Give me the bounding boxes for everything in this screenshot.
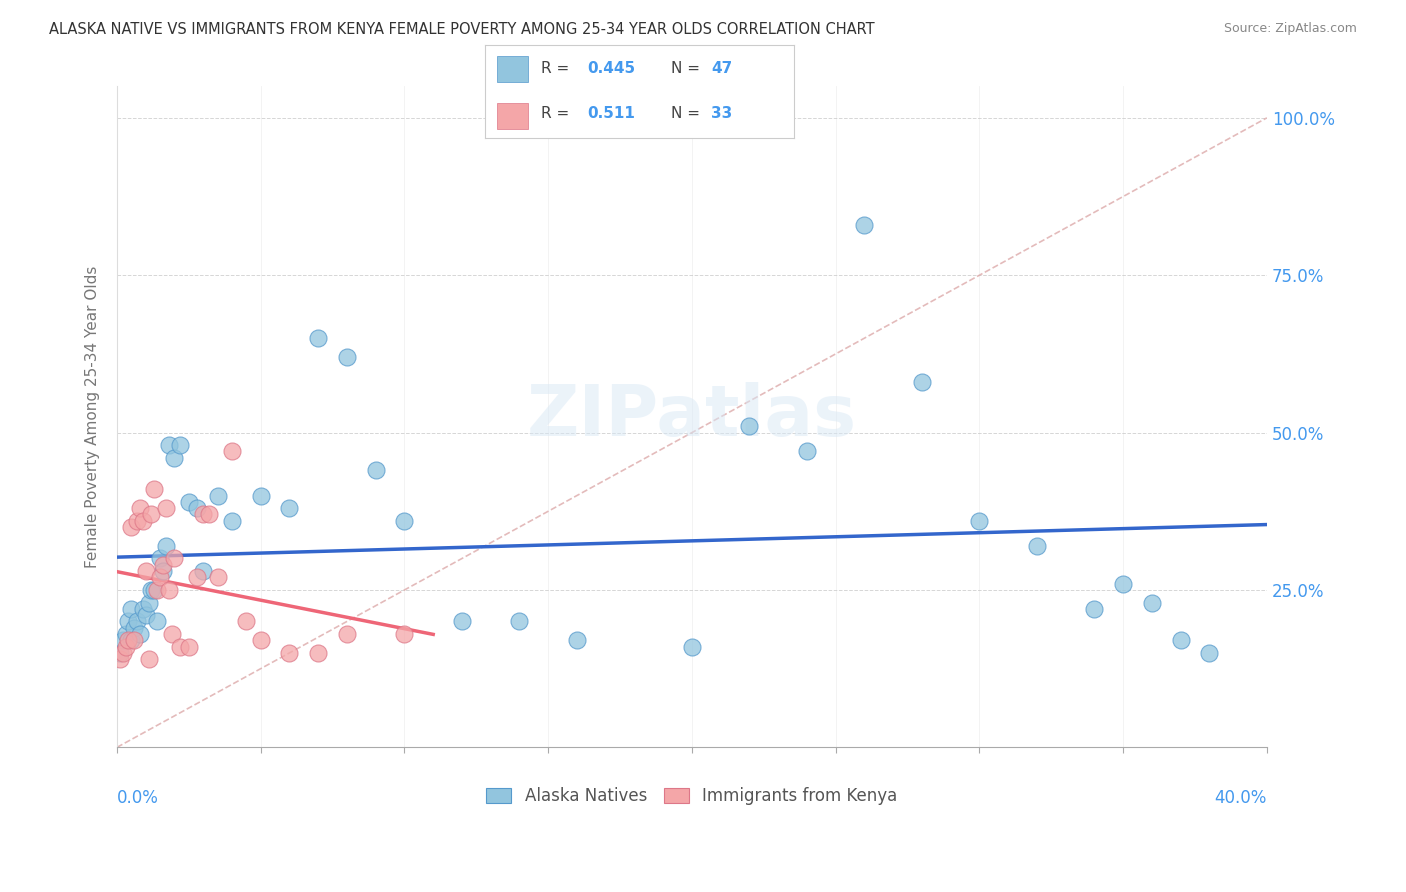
Point [163, 450, 186, 465]
Point [138, 652, 160, 666]
Point [108, 652, 131, 666]
Text: ALASKA NATIVE VS IMMIGRANTS FROM KENYA FEMALE POVERTY AMONG 25-34 YEAR OLDS CORR: ALASKA NATIVE VS IMMIGRANTS FROM KENYA F… [49, 22, 875, 37]
Point [114, 627, 136, 641]
Point [169, 438, 191, 452]
Point [157, 582, 180, 597]
Point [508, 615, 530, 629]
Point [152, 564, 174, 578]
Point [149, 551, 172, 566]
Text: N =: N = [671, 106, 704, 121]
Y-axis label: Female Poverty Among 25-34 Year Olds: Female Poverty Among 25-34 Year Olds [86, 266, 100, 568]
Point [146, 582, 169, 597]
Point [141, 508, 163, 522]
Point [193, 564, 215, 578]
Point [157, 438, 180, 452]
Point [198, 508, 221, 522]
Point [122, 633, 145, 648]
Point [132, 514, 155, 528]
Point [108, 646, 131, 660]
Point [138, 596, 160, 610]
Point [143, 482, 166, 496]
Point [122, 621, 145, 635]
Point [152, 558, 174, 572]
Text: R =: R = [541, 106, 579, 121]
Text: 40.0%: 40.0% [1215, 789, 1267, 807]
Bar [498, 103, 529, 129]
Point [336, 350, 359, 364]
Point [681, 640, 703, 654]
Point [127, 514, 149, 528]
Point [127, 615, 149, 629]
Point [120, 633, 142, 648]
Point [1112, 576, 1135, 591]
Point [221, 514, 243, 528]
Point [207, 570, 229, 584]
Point [135, 564, 157, 578]
Legend: Alaska Natives, Immigrants from Kenya: Alaska Natives, Immigrants from Kenya [479, 780, 904, 812]
Text: 47: 47 [711, 62, 733, 77]
Point [853, 218, 876, 232]
Point [143, 582, 166, 597]
Text: R =: R = [541, 62, 574, 77]
Point [149, 570, 172, 584]
Bar [498, 56, 529, 82]
Point [1140, 596, 1163, 610]
Point [117, 633, 139, 648]
Text: 0.445: 0.445 [588, 62, 636, 77]
Point [186, 501, 208, 516]
Point [738, 419, 761, 434]
Point [155, 501, 177, 516]
Point [336, 627, 359, 641]
Point [177, 640, 200, 654]
Point [111, 633, 134, 648]
Point [120, 520, 142, 534]
Point [221, 444, 243, 458]
Point [364, 463, 387, 477]
Point [394, 514, 416, 528]
Point [111, 646, 134, 660]
Point [1025, 539, 1047, 553]
Text: N =: N = [671, 62, 704, 77]
Point [307, 331, 329, 345]
Point [1198, 646, 1220, 660]
Point [114, 640, 136, 654]
Point [193, 508, 215, 522]
Point [207, 489, 229, 503]
Point [1170, 633, 1192, 648]
Point [1083, 602, 1105, 616]
Point [969, 514, 991, 528]
Point [278, 501, 301, 516]
Point [186, 570, 208, 584]
Text: ZIPatlas: ZIPatlas [527, 383, 858, 451]
Point [235, 615, 257, 629]
Text: 0.511: 0.511 [588, 106, 636, 121]
Text: Source: ZipAtlas.com: Source: ZipAtlas.com [1223, 22, 1357, 36]
Point [249, 633, 271, 648]
Point [120, 602, 142, 616]
Point [129, 627, 152, 641]
Text: 33: 33 [711, 106, 733, 121]
Point [911, 376, 934, 390]
Point [394, 627, 416, 641]
Point [451, 615, 474, 629]
Point [177, 495, 200, 509]
Text: 0.0%: 0.0% [117, 789, 159, 807]
Point [117, 615, 139, 629]
Point [565, 633, 588, 648]
Point [796, 444, 818, 458]
Point [307, 646, 329, 660]
Point [169, 640, 191, 654]
Point [135, 608, 157, 623]
Point [155, 539, 177, 553]
Point [141, 582, 163, 597]
Point [160, 627, 183, 641]
Point [129, 501, 152, 516]
Point [278, 646, 301, 660]
Point [163, 551, 186, 566]
Point [132, 602, 155, 616]
Point [249, 489, 271, 503]
Point [146, 615, 169, 629]
